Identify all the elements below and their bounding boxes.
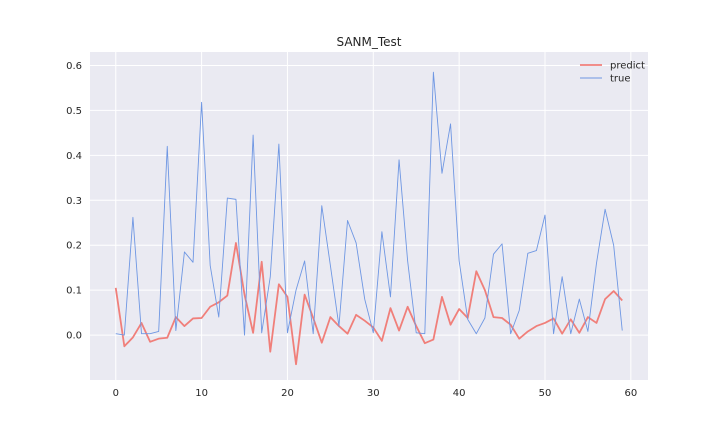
y-axis: 0.0 0.1 0.2 0.3 0.4 0.5 0.6 [66, 61, 82, 342]
x-tick-label: 40 [453, 388, 466, 399]
x-tick-label: 60 [624, 388, 637, 399]
x-tick-label: 10 [195, 388, 208, 399]
y-tick-label: 0.0 [66, 331, 82, 342]
series-line-true [115, 71, 623, 336]
legend: predict true [580, 61, 645, 85]
legend-label-predict: predict [610, 61, 645, 72]
y-tick-label: 0.6 [66, 61, 82, 72]
x-tick-label: 30 [367, 388, 380, 399]
series-line-predict [114, 242, 623, 366]
x-tick-label: 20 [281, 388, 294, 399]
x-axis: 0 10 20 30 40 50 60 [113, 388, 638, 399]
y-tick-label: 0.3 [66, 196, 82, 207]
x-tick-label: 50 [539, 388, 552, 399]
series-lines [114, 71, 623, 366]
y-tick-label: 0.4 [66, 151, 82, 162]
x-tick-label: 0 [113, 388, 119, 399]
chart-title: SANM_Test [336, 35, 401, 49]
y-tick-label: 0.2 [66, 241, 82, 252]
y-tick-label: 0.5 [66, 106, 82, 117]
legend-label-true: true [610, 74, 631, 85]
y-tick-label: 0.1 [66, 286, 82, 297]
